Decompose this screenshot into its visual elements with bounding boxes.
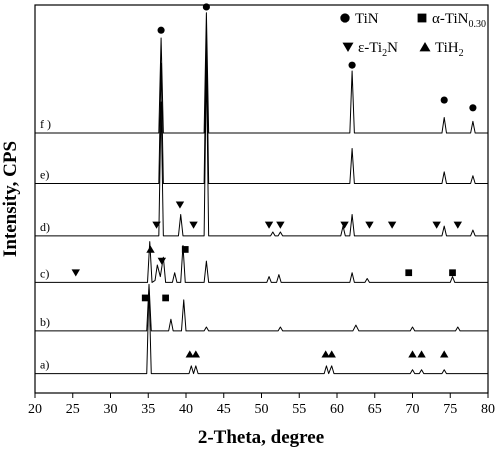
- y-axis-title: Intensity, CPS: [0, 141, 21, 257]
- legend-label: ε-Ti2N: [358, 40, 398, 59]
- legend-label-part: TiN: [355, 11, 379, 27]
- phase-marker: [365, 221, 374, 229]
- phase-marker: [146, 245, 155, 253]
- phase-marker: [157, 26, 165, 34]
- phase-marker: [321, 350, 330, 358]
- x-tick-label: 25: [66, 402, 80, 417]
- phase-marker: [276, 221, 285, 229]
- series-label: a): [40, 358, 49, 372]
- legend-label-part: 2: [382, 48, 387, 59]
- series-label: b): [40, 315, 50, 329]
- x-tick-label: 20: [28, 402, 42, 417]
- legend-label-part: 2: [459, 48, 464, 59]
- series-line: [35, 283, 488, 332]
- legend-label: α-TiN0.30: [432, 11, 486, 30]
- legend-marker: [340, 13, 350, 23]
- phase-marker: [417, 350, 426, 358]
- plot-frame: [34, 4, 489, 394]
- x-axis-title: 2-Theta, degree: [198, 427, 324, 448]
- phase-marker: [408, 350, 417, 358]
- legend-label-part: ε-Ti: [358, 40, 382, 56]
- phase-marker: [191, 350, 201, 358]
- legend-marker: [342, 42, 354, 52]
- series-line: [35, 31, 488, 184]
- series-label: f ): [40, 117, 51, 131]
- x-tick-label: 50: [255, 402, 269, 417]
- series-line: [35, 12, 488, 134]
- phase-marker: [348, 61, 356, 69]
- series-label: e): [40, 167, 49, 181]
- legend-label-part: 0.30: [469, 19, 487, 30]
- phase-marker: [387, 221, 397, 229]
- phase-marker: [152, 221, 161, 229]
- legend-marker: [417, 13, 427, 23]
- phase-marker: [189, 221, 198, 229]
- series-line: [35, 287, 488, 375]
- x-tick-label: 35: [141, 402, 155, 417]
- x-tick-label: 55: [292, 402, 306, 417]
- x-tick-label: 60: [330, 402, 344, 417]
- legend-marker: [419, 42, 431, 52]
- phase-marker: [440, 96, 448, 104]
- series-label: c): [40, 266, 49, 280]
- x-tick-label: 65: [368, 402, 382, 417]
- phase-marker: [175, 201, 185, 209]
- legend-label: TiN: [355, 11, 379, 27]
- legend-label-part: N: [387, 40, 398, 56]
- legend-label-part: TiH: [435, 40, 459, 56]
- x-tick-label: 70: [406, 402, 420, 417]
- series-label: d): [40, 220, 50, 234]
- phase-marker: [185, 350, 194, 358]
- phase-marker: [449, 269, 456, 277]
- phase-marker: [181, 246, 189, 253]
- phase-marker: [71, 269, 80, 277]
- phase-marker: [340, 221, 349, 229]
- phase-marker: [264, 221, 274, 229]
- phase-marker: [327, 350, 336, 358]
- legend-label: TiH2: [435, 40, 464, 59]
- phase-marker: [202, 3, 210, 11]
- phase-marker: [405, 269, 413, 277]
- x-tick-label: 30: [104, 402, 118, 417]
- legend-label-part: α-TiN: [432, 11, 469, 27]
- phase-marker: [469, 104, 477, 112]
- series-line: [35, 62, 488, 237]
- x-tick-label: 40: [179, 402, 193, 417]
- phase-marker: [157, 257, 167, 265]
- series-line: [35, 241, 488, 283]
- x-tick-label: 80: [481, 402, 495, 417]
- phase-marker: [453, 221, 462, 229]
- x-tick-label: 75: [443, 402, 457, 417]
- phase-marker: [440, 350, 449, 358]
- phase-marker: [162, 294, 169, 302]
- phase-marker: [432, 221, 441, 229]
- phase-marker: [141, 294, 149, 302]
- x-tick-label: 45: [217, 402, 231, 417]
